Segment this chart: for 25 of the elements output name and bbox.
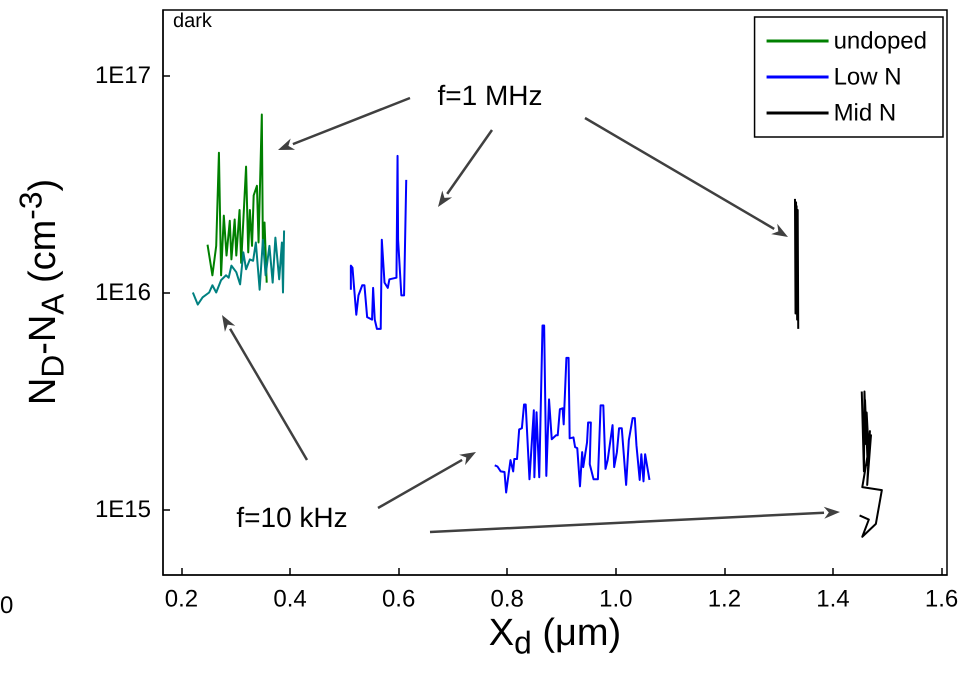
text: 0 bbox=[0, 592, 14, 620]
x-tick-label: 0.2 bbox=[164, 586, 198, 612]
line-series bbox=[192, 229, 286, 306]
x-tick-label: 1.0 bbox=[599, 586, 632, 612]
x-tick-label: 1.6 bbox=[924, 586, 958, 612]
x-tick-label: 1.4 bbox=[816, 586, 850, 612]
line-series bbox=[858, 390, 883, 538]
annotation: f=1 MHz bbox=[437, 80, 543, 112]
y-tick-label: 1E15 bbox=[94, 496, 151, 524]
annotation: dark bbox=[173, 10, 212, 33]
line-series bbox=[350, 154, 408, 330]
line-series bbox=[206, 114, 268, 284]
x-tick-label: 0.6 bbox=[382, 586, 416, 612]
x-tick-label: 1.2 bbox=[708, 586, 742, 612]
y-tick-label: 1E17 bbox=[94, 62, 151, 89]
x-axis-title: X$_{d}$ (μm) bbox=[488, 612, 622, 662]
line-series bbox=[794, 198, 800, 330]
legend-label: Mid N bbox=[834, 100, 896, 126]
annotation: f=10 kHz bbox=[236, 502, 348, 534]
x-tick-label: 0.4 bbox=[273, 586, 307, 612]
legend-label: Low N bbox=[834, 64, 902, 90]
x-tick-label: 0.8 bbox=[490, 586, 524, 612]
line-series bbox=[494, 324, 650, 494]
legend-label: undoped bbox=[834, 28, 928, 54]
y-tick-label: 1E16 bbox=[94, 279, 151, 306]
